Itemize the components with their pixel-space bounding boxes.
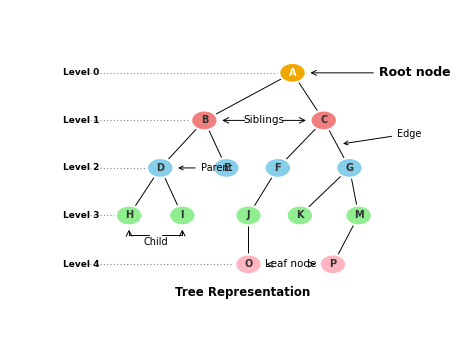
Text: Child: Child [143, 237, 168, 247]
Ellipse shape [319, 255, 346, 274]
Text: O: O [244, 259, 253, 269]
Text: D: D [156, 163, 164, 173]
Text: Leaf node: Leaf node [265, 259, 316, 269]
Ellipse shape [235, 255, 262, 274]
Text: F: F [274, 163, 281, 173]
Text: Root node: Root node [311, 66, 450, 79]
Text: B: B [201, 115, 208, 126]
Text: A: A [289, 68, 296, 78]
Ellipse shape [279, 63, 306, 83]
Text: M: M [354, 211, 364, 221]
Ellipse shape [346, 205, 372, 225]
Text: Level 2: Level 2 [63, 163, 99, 173]
Text: H: H [125, 211, 133, 221]
Text: Level 3: Level 3 [63, 211, 99, 220]
Ellipse shape [169, 205, 196, 225]
Ellipse shape [116, 205, 142, 225]
Text: K: K [296, 211, 304, 221]
Text: C: C [320, 115, 328, 126]
Text: Siblings: Siblings [244, 115, 284, 126]
Text: Parent: Parent [179, 163, 232, 173]
Text: Tree Representation: Tree Representation [175, 286, 310, 299]
Text: Edge: Edge [344, 129, 421, 145]
Text: E: E [223, 163, 230, 173]
Text: Level 0: Level 0 [63, 68, 99, 78]
Ellipse shape [336, 158, 363, 178]
Ellipse shape [191, 110, 218, 130]
Ellipse shape [235, 205, 262, 225]
Text: Level 1: Level 1 [63, 116, 99, 125]
Ellipse shape [213, 158, 240, 178]
Text: I: I [181, 211, 184, 221]
Text: P: P [329, 259, 337, 269]
Text: G: G [346, 163, 354, 173]
Text: J: J [246, 211, 250, 221]
Ellipse shape [147, 158, 173, 178]
Ellipse shape [287, 205, 313, 225]
Text: Level 4: Level 4 [63, 260, 100, 269]
Ellipse shape [310, 110, 337, 130]
Ellipse shape [264, 158, 291, 178]
